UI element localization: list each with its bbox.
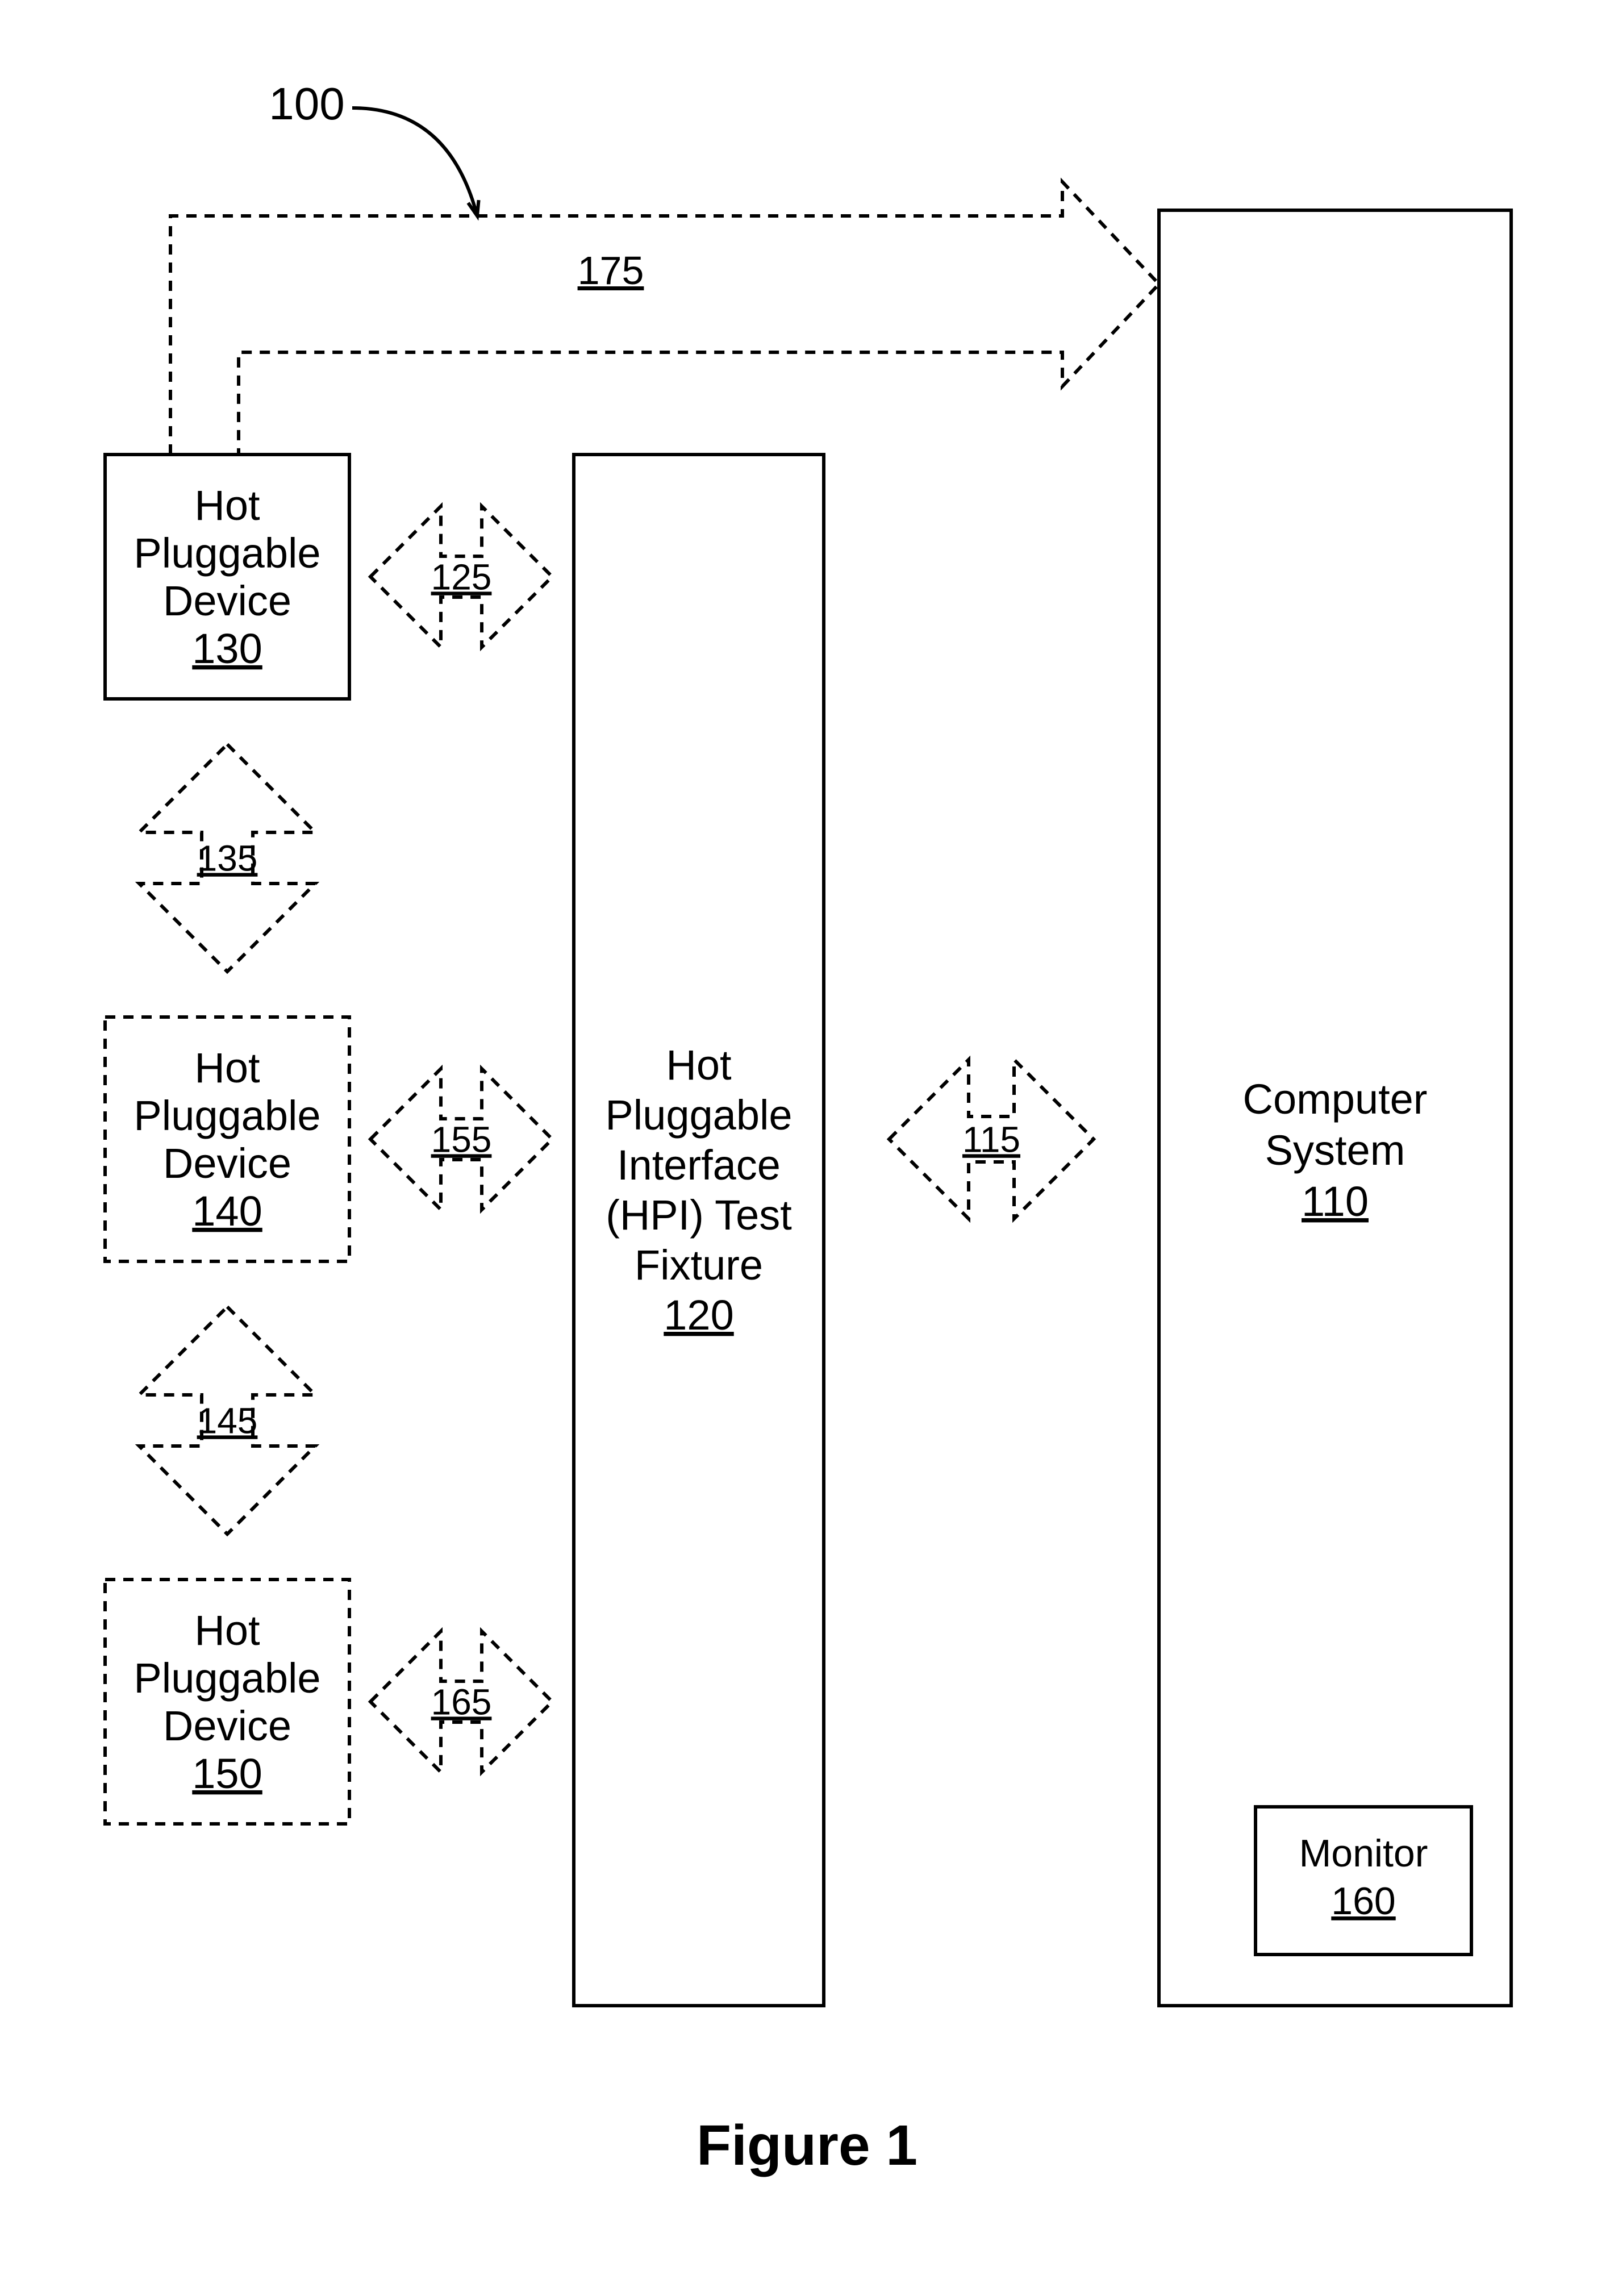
- ref-100-text: 100: [269, 78, 344, 129]
- monitor160-line: Monitor: [1299, 1832, 1428, 1875]
- fixture120-line: Pluggable: [605, 1091, 792, 1139]
- device130: HotPluggableDevice130: [105, 455, 349, 699]
- device130-line: Device: [163, 577, 291, 624]
- ref-100-leader: [352, 108, 477, 216]
- device150-line: Hot: [194, 1607, 260, 1654]
- monitor160: Monitor 160: [1256, 1807, 1471, 1955]
- fixture120-line: (HPI) Test: [606, 1191, 792, 1239]
- device150: HotPluggableDevice150: [105, 1580, 349, 1824]
- d155-ref: 155: [431, 1119, 492, 1160]
- fixture120-ref: 120: [664, 1291, 733, 1339]
- device140-ref: 140: [192, 1187, 262, 1235]
- device150-line: Device: [163, 1702, 291, 1749]
- computer110-line: Computer: [1243, 1076, 1428, 1123]
- arrow-175-outline: [170, 182, 1159, 455]
- d165-ref: 165: [431, 1681, 492, 1722]
- d135: 135: [139, 744, 315, 972]
- computer110-line: System: [1265, 1127, 1406, 1174]
- device140: HotPluggableDevice140: [105, 1017, 349, 1261]
- d115-ref: 115: [962, 1119, 1020, 1160]
- device150-ref: 150: [192, 1750, 262, 1797]
- fixture120-line: Fixture: [635, 1241, 763, 1289]
- device140-line: Device: [163, 1140, 291, 1187]
- d145: 145: [139, 1307, 315, 1534]
- d165: 165: [370, 1631, 552, 1772]
- device130-ref: 130: [192, 625, 262, 672]
- d125-ref: 125: [431, 556, 492, 597]
- device130-line: Pluggable: [134, 530, 320, 577]
- fixture120-line: Interface: [617, 1141, 781, 1189]
- d155: 155: [370, 1069, 552, 1210]
- fixture120-line: Hot: [666, 1041, 732, 1089]
- d135-ref: 135: [197, 837, 258, 878]
- device150-line: Pluggable: [134, 1655, 320, 1702]
- figure-caption: Figure 1: [697, 2114, 917, 2177]
- computer110: ComputerSystem110: [1159, 210, 1511, 2006]
- d125: 125: [370, 506, 552, 647]
- computer110-ref: 110: [1302, 1178, 1369, 1225]
- device130-line: Hot: [194, 482, 260, 529]
- device140-line: Pluggable: [134, 1092, 320, 1139]
- d145-ref: 145: [197, 1400, 258, 1441]
- arrow-175-ref: 175: [578, 248, 644, 293]
- fixture120: HotPluggableInterface(HPI) TestFixture12…: [574, 455, 824, 2006]
- monitor160-ref: 160: [1331, 1880, 1395, 1923]
- d115: 115: [889, 1060, 1094, 1219]
- device140-line: Hot: [194, 1044, 260, 1091]
